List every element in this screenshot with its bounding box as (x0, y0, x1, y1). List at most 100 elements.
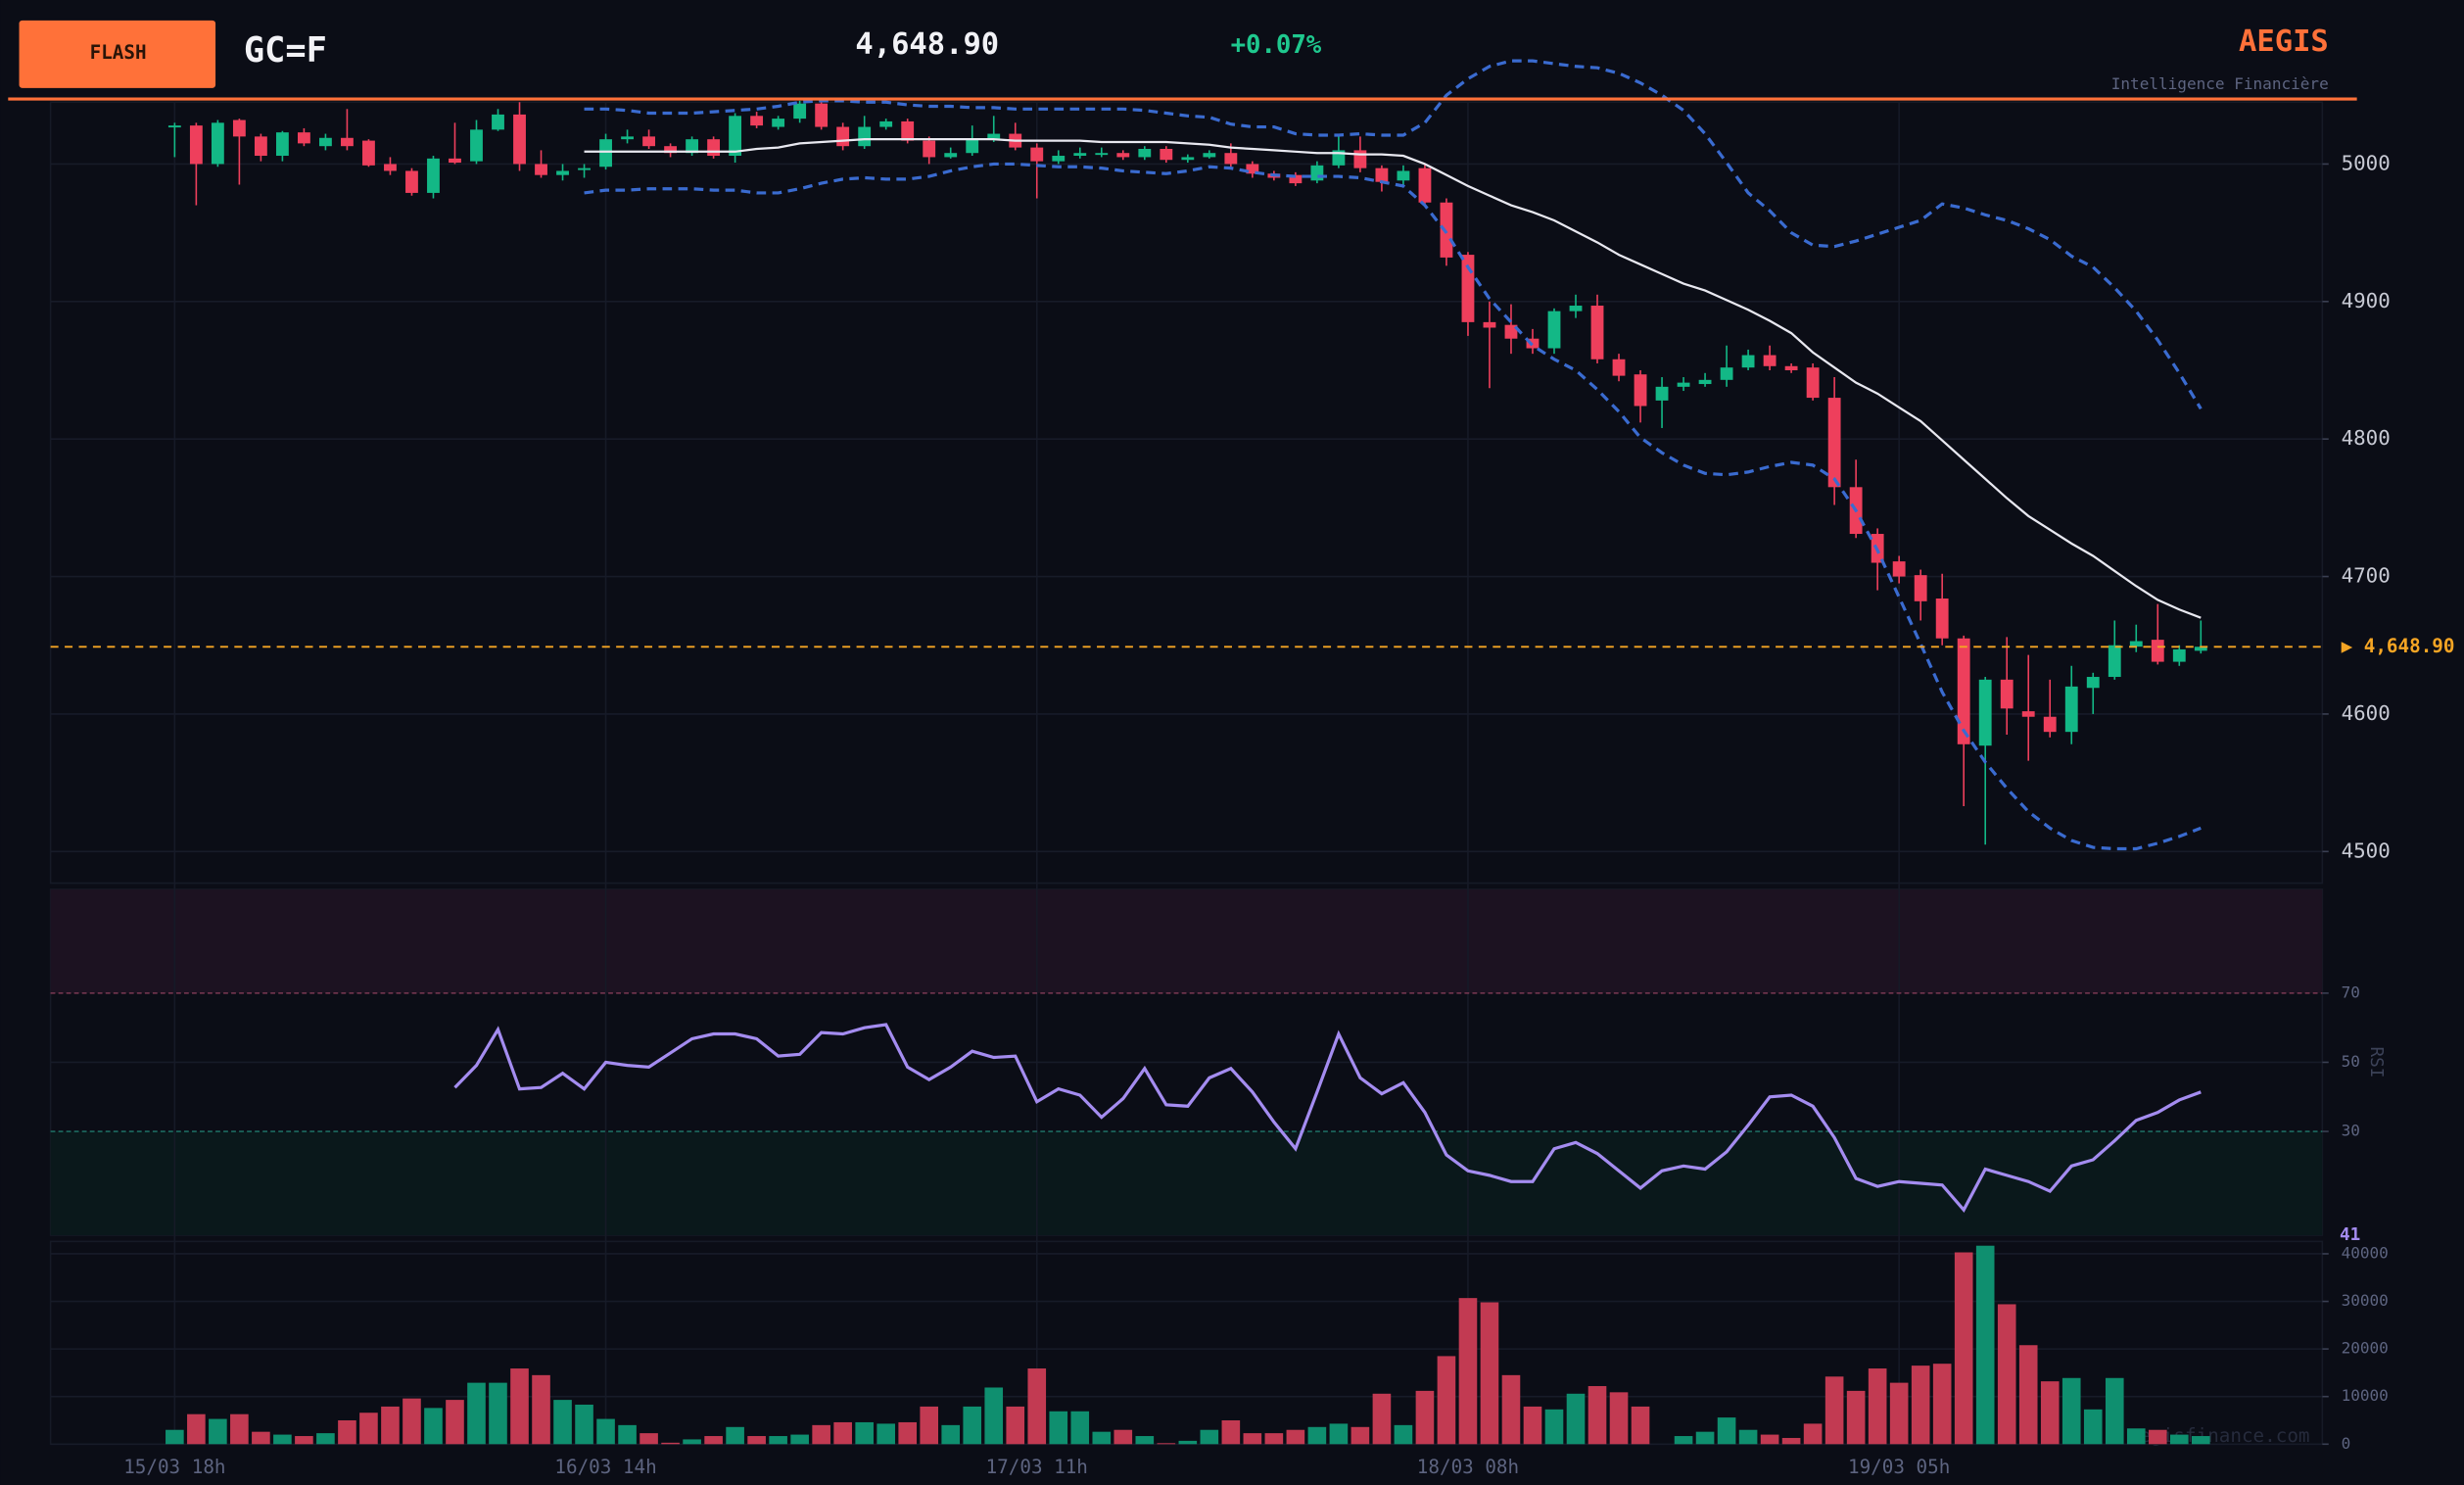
volume-bar (1738, 1429, 1758, 1445)
candle-body (1138, 149, 1152, 158)
candle-body (578, 168, 591, 170)
brand: AEGIS (2239, 24, 2329, 59)
candle-body (1590, 306, 1604, 359)
volume-bar (1350, 1426, 1370, 1445)
candle-body (513, 114, 526, 165)
candle-body (2021, 711, 2035, 717)
volume-bar (640, 1433, 658, 1445)
volume-bar (1458, 1298, 1478, 1445)
candle-body (1677, 382, 1690, 387)
overlay-line (584, 138, 2202, 619)
volume-bar (2148, 1429, 2167, 1445)
volume-bar (1501, 1374, 1521, 1445)
candle-body (1440, 202, 1453, 258)
volume-bar (1932, 1364, 1952, 1445)
candle-body (1612, 359, 1626, 376)
volume-bar (1307, 1426, 1327, 1445)
volume-bar (855, 1421, 874, 1445)
candle-body (2194, 647, 2207, 651)
candle-body (1310, 165, 1324, 181)
volume-bar (1415, 1390, 1435, 1445)
volume-bar (877, 1423, 895, 1445)
volume-bar (2083, 1409, 2103, 1445)
volume-bar (1674, 1436, 1693, 1445)
candle-body (686, 139, 699, 154)
candle-body (642, 136, 655, 147)
volume-bar (1221, 1420, 1241, 1445)
volume-bar (166, 1429, 184, 1445)
candle-body (944, 153, 958, 158)
tagline: Intelligence Financière (2111, 74, 2329, 93)
volume-bar (920, 1406, 939, 1445)
rsi-band (50, 888, 2323, 993)
volume-bar (359, 1413, 378, 1445)
candle-body (1763, 355, 1777, 366)
candle-body (2086, 677, 2100, 689)
candle-body (923, 140, 936, 158)
volume-bar (187, 1413, 206, 1445)
volume-bar (898, 1421, 917, 1445)
y-tick-label: 70 (2342, 982, 2360, 1001)
volume-bar (446, 1400, 464, 1445)
candle-body (1116, 153, 1130, 158)
volume-bar (2191, 1436, 2210, 1445)
candle-body (2000, 679, 2014, 709)
volume-bar (1437, 1356, 1456, 1445)
volume-bar (1070, 1411, 1090, 1445)
volume-bar (295, 1436, 313, 1445)
volume-bar (2126, 1428, 2146, 1445)
candle-body (750, 116, 764, 126)
candle-body (167, 125, 181, 128)
volume-bar (1889, 1382, 1909, 1445)
volume-bar (2169, 1434, 2189, 1445)
volume-bar (338, 1420, 356, 1445)
candle-body (1418, 168, 1432, 203)
y-tick-label: 4900 (2342, 289, 2391, 312)
x-tick-label: 19/03 05h (1848, 1456, 1950, 1478)
candle-body (1741, 355, 1755, 368)
volume-bar (381, 1406, 400, 1445)
volume-bar (683, 1439, 701, 1445)
candle-body (772, 119, 785, 127)
volume-bar (2061, 1377, 2081, 1445)
volume-bar (704, 1436, 723, 1445)
candle-body (1203, 153, 1216, 158)
candle-body (858, 126, 872, 147)
volume-bar (1954, 1252, 1973, 1445)
volume-bar (1049, 1411, 1068, 1445)
volume-bar (790, 1434, 809, 1445)
volume-bar (532, 1374, 550, 1445)
candle-body (1784, 365, 1798, 370)
candle-body (449, 158, 461, 164)
y-tick-label: 4600 (2342, 701, 2391, 725)
candle-body (1353, 150, 1367, 168)
panel-frame (49, 101, 2324, 885)
volume-bar (316, 1433, 335, 1445)
flash-button-label[interactable]: FLASH (90, 41, 147, 64)
y-tick-label: 5000 (2342, 151, 2391, 174)
candle-body (1957, 638, 1970, 744)
rsi-axis-label: RSI (2366, 1047, 2386, 1078)
candle-body (1375, 168, 1389, 182)
candle-body (1720, 367, 1733, 380)
candle-body (1483, 321, 1496, 328)
candle-body (1289, 174, 1303, 184)
volume-bar (1846, 1390, 1866, 1445)
candle-body (189, 125, 203, 165)
y-tick-label: 30 (2342, 1122, 2360, 1140)
volume-bar (984, 1387, 1004, 1445)
volume-bar (963, 1406, 982, 1445)
candle-body (275, 132, 289, 157)
candle-body (341, 137, 354, 147)
volume-bar (575, 1404, 593, 1445)
volume-bar (1868, 1368, 1887, 1445)
candle-body (729, 116, 742, 157)
candle-body (470, 129, 483, 162)
candle-body (1569, 306, 1583, 311)
flash-button[interactable] (19, 20, 216, 88)
volume-bar (769, 1436, 787, 1445)
volume-bar (2018, 1345, 2038, 1445)
volume-bar (2040, 1381, 2060, 1445)
x-tick-label: 16/03 14h (554, 1456, 656, 1478)
